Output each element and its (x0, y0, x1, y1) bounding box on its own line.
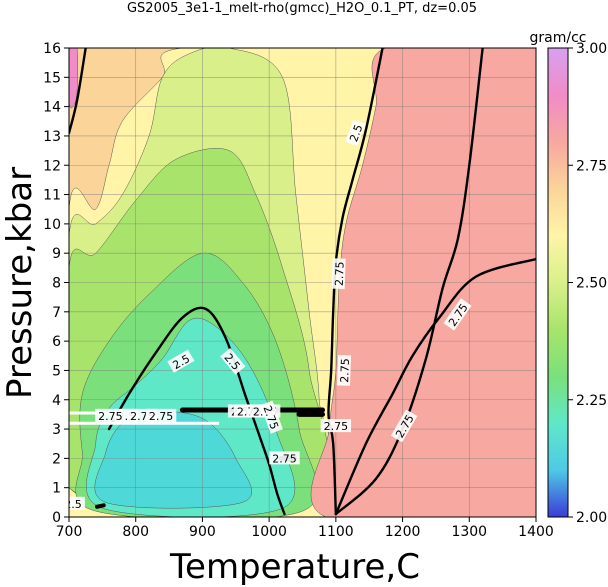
colorbar-tick-label: 2.50 (576, 276, 607, 292)
y-tick-label: 7 (52, 305, 61, 321)
contour-label-bg (269, 451, 300, 465)
y-tick-label: 4 (52, 393, 61, 409)
x-tick-label: 700 (56, 524, 83, 540)
contour-label-bg (345, 119, 366, 147)
y-tick-label: 14 (43, 100, 61, 116)
y-tick-label: 10 (43, 217, 61, 233)
contour-label-bg (69, 496, 85, 510)
contour-label-bg (220, 348, 246, 375)
contour-label-bg (390, 409, 418, 443)
y-tick-label: 16 (43, 41, 61, 57)
y-tick-label: 9 (52, 246, 61, 262)
y-tick-label: 2 (52, 451, 61, 467)
contour-label-text: 2.75 (272, 452, 297, 465)
density-region (94, 411, 252, 509)
y-tick-label: 6 (52, 334, 61, 350)
contour-label-bg (167, 349, 195, 373)
y-axis-title: Pressure,kbar (0, 167, 40, 399)
contour-label-bg (331, 258, 346, 290)
x-axis-title: Temperature,C (169, 547, 420, 587)
x-tick-label: 800 (122, 524, 149, 540)
contour-line (107, 306, 286, 516)
contour-label-bg (337, 355, 352, 386)
y-tick-label: 8 (52, 276, 61, 292)
contour-label: 2.75 (320, 419, 352, 433)
contour-label-bg (260, 400, 283, 434)
colorbar-tick-label: 2.25 (576, 393, 607, 409)
colorbar-unit: gram/cc (530, 30, 587, 46)
colorbar-tick-label: 3.00 (576, 41, 607, 57)
contour-label-text: 2.75 (149, 410, 174, 423)
x-tick-label: 1300 (451, 524, 487, 540)
y-tick-label: 1 (52, 481, 61, 497)
contour-label-bg (320, 419, 352, 433)
filled-regions (69, 48, 536, 517)
density-region (69, 48, 79, 109)
x-tick-label: 900 (189, 524, 216, 540)
contour-label: 2.75 (95, 408, 126, 423)
contour-line (334, 257, 536, 516)
x-tick-label: 1000 (251, 524, 287, 540)
contour-label-bg (145, 408, 177, 422)
contour-label-bg (443, 298, 472, 331)
y-tick-label: 5 (52, 363, 61, 379)
y-tick-label: 0 (52, 510, 61, 526)
y-tick-label: 3 (52, 422, 61, 438)
contour-label-bg (95, 408, 126, 422)
x-tick-label: 1100 (318, 524, 354, 540)
contour-label-text: 2.5 (347, 123, 365, 144)
contour-label-text: 2.75 (333, 261, 347, 286)
contour-label-text: 2.75 (98, 410, 123, 423)
contour-line (69, 48, 87, 135)
contour-line (334, 48, 484, 516)
x-tick-label: 1400 (518, 524, 554, 540)
contour-label-text: 2.75 (338, 358, 352, 383)
contour-label: 2.75 (337, 355, 352, 386)
contour-label: 2.5 (345, 119, 366, 147)
contour-label-text: 2.75 (324, 420, 349, 433)
x-axis-ticks: 700 800 900 1000 1100 1200 1300 1400 (56, 517, 554, 540)
colorbar-tick-label: 2.75 (576, 158, 607, 174)
contour-label-group: 2.52.52.52.52.52.52.752.752.752.752.752.… (64, 119, 472, 511)
contour-label: 2.75 (269, 451, 300, 465)
colorbar-tick-label: 2.00 (576, 510, 607, 526)
contour-line (95, 503, 106, 509)
y-tick-label: 12 (43, 158, 61, 174)
chart-title: GS2005_3e1-1_melt-rho(gmcc)_H2O_0.1_PT, … (127, 1, 477, 16)
contour-label: 2.75 (331, 258, 347, 290)
colorbar: gram/cc 2.00 2.25 2.50 2.75 3.00 (530, 30, 608, 526)
x-tick-label: 1200 (385, 524, 421, 540)
y-tick-label: 13 (43, 129, 61, 145)
contour-label: 2.75 (145, 408, 177, 423)
contour-label-text: 2.5 (64, 498, 82, 511)
contour-label: 2.5 (64, 496, 85, 511)
y-tick-label: 11 (43, 188, 61, 204)
y-tick-label: 15 (43, 70, 61, 86)
colorbar-gradient (547, 47, 569, 518)
